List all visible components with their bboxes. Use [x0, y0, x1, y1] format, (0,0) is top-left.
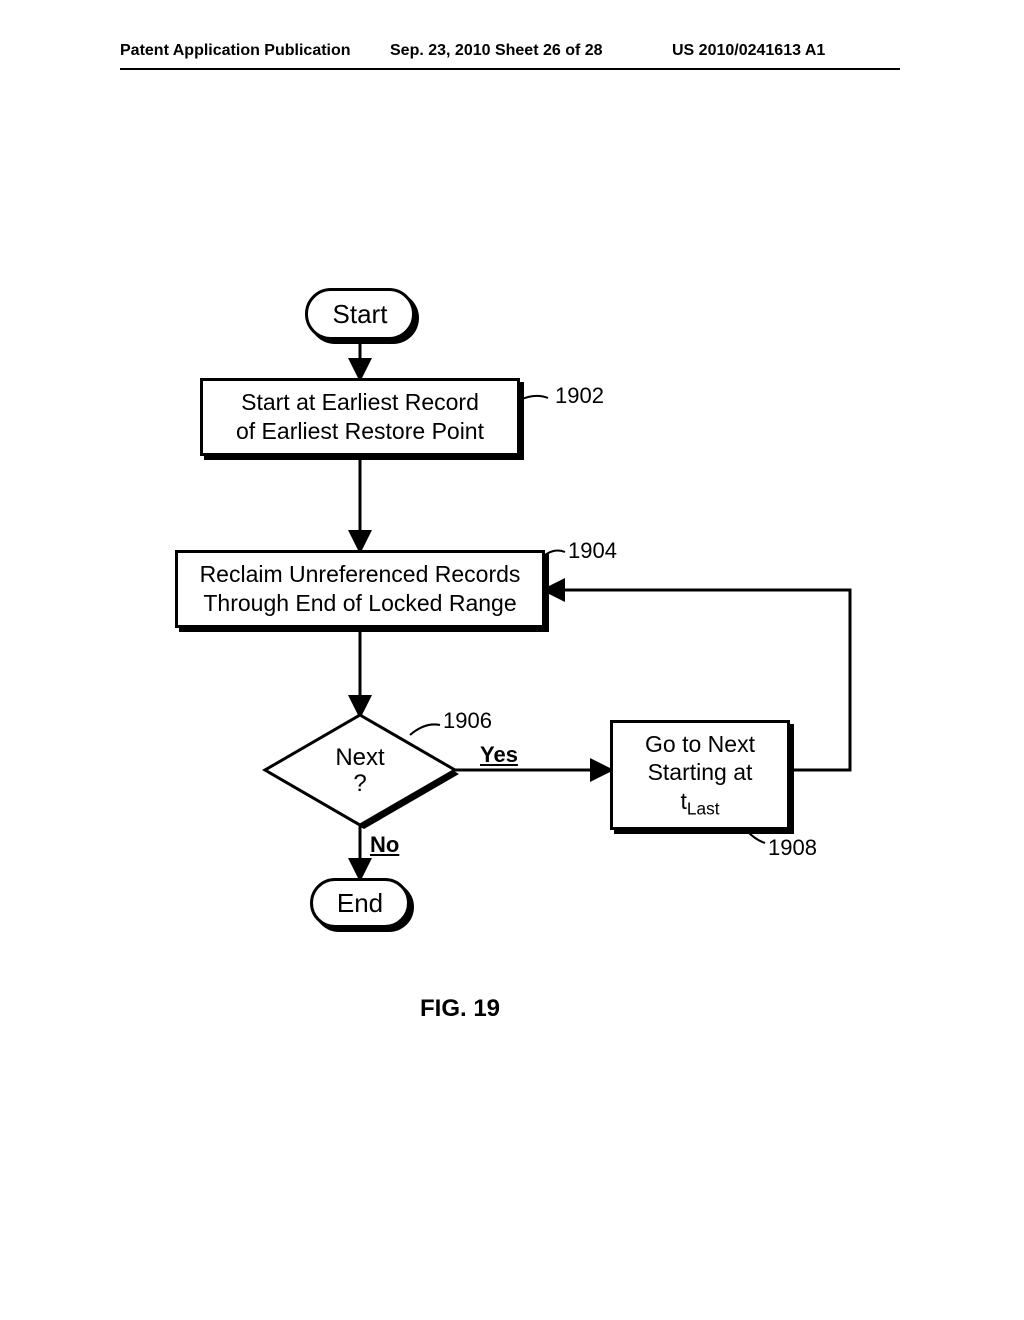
ref-1904: 1904: [568, 538, 617, 564]
ref-1908: 1908: [768, 835, 817, 861]
edge-yes-label: Yes: [480, 742, 518, 768]
node-1908-line1: Go to Next: [645, 731, 755, 757]
figure-caption: FIG. 19: [360, 995, 560, 1023]
node-1902-line2: of Earliest Restore Point: [236, 418, 484, 444]
flow-node-1908: Go to Next Starting at tLast: [610, 720, 790, 830]
flow-node-1904: Reclaim Unreferenced Records Through End…: [175, 550, 545, 628]
flow-end-terminal: End: [310, 878, 410, 928]
flowchart-connectors: [0, 0, 1024, 1320]
node-1904-line1: Reclaim Unreferenced Records: [200, 561, 521, 587]
edge-no-label: No: [370, 832, 399, 858]
ref-1902: 1902: [555, 383, 604, 409]
node-1908-line2: Starting at: [648, 759, 753, 785]
patent-page: Patent Application Publication Sep. 23, …: [0, 0, 1024, 1320]
flow-node-1902: Start at Earliest Record of Earliest Res…: [200, 378, 520, 456]
node-1902-line1: Start at Earliest Record: [241, 389, 479, 415]
flow-start-label: Start: [333, 299, 388, 330]
node-1908-line3-sub: Last: [687, 799, 720, 819]
flow-end-label: End: [337, 888, 383, 919]
node-1904-line2: Through End of Locked Range: [203, 590, 516, 616]
flow-start-terminal: Start: [305, 288, 415, 340]
ref-1906: 1906: [443, 708, 492, 734]
